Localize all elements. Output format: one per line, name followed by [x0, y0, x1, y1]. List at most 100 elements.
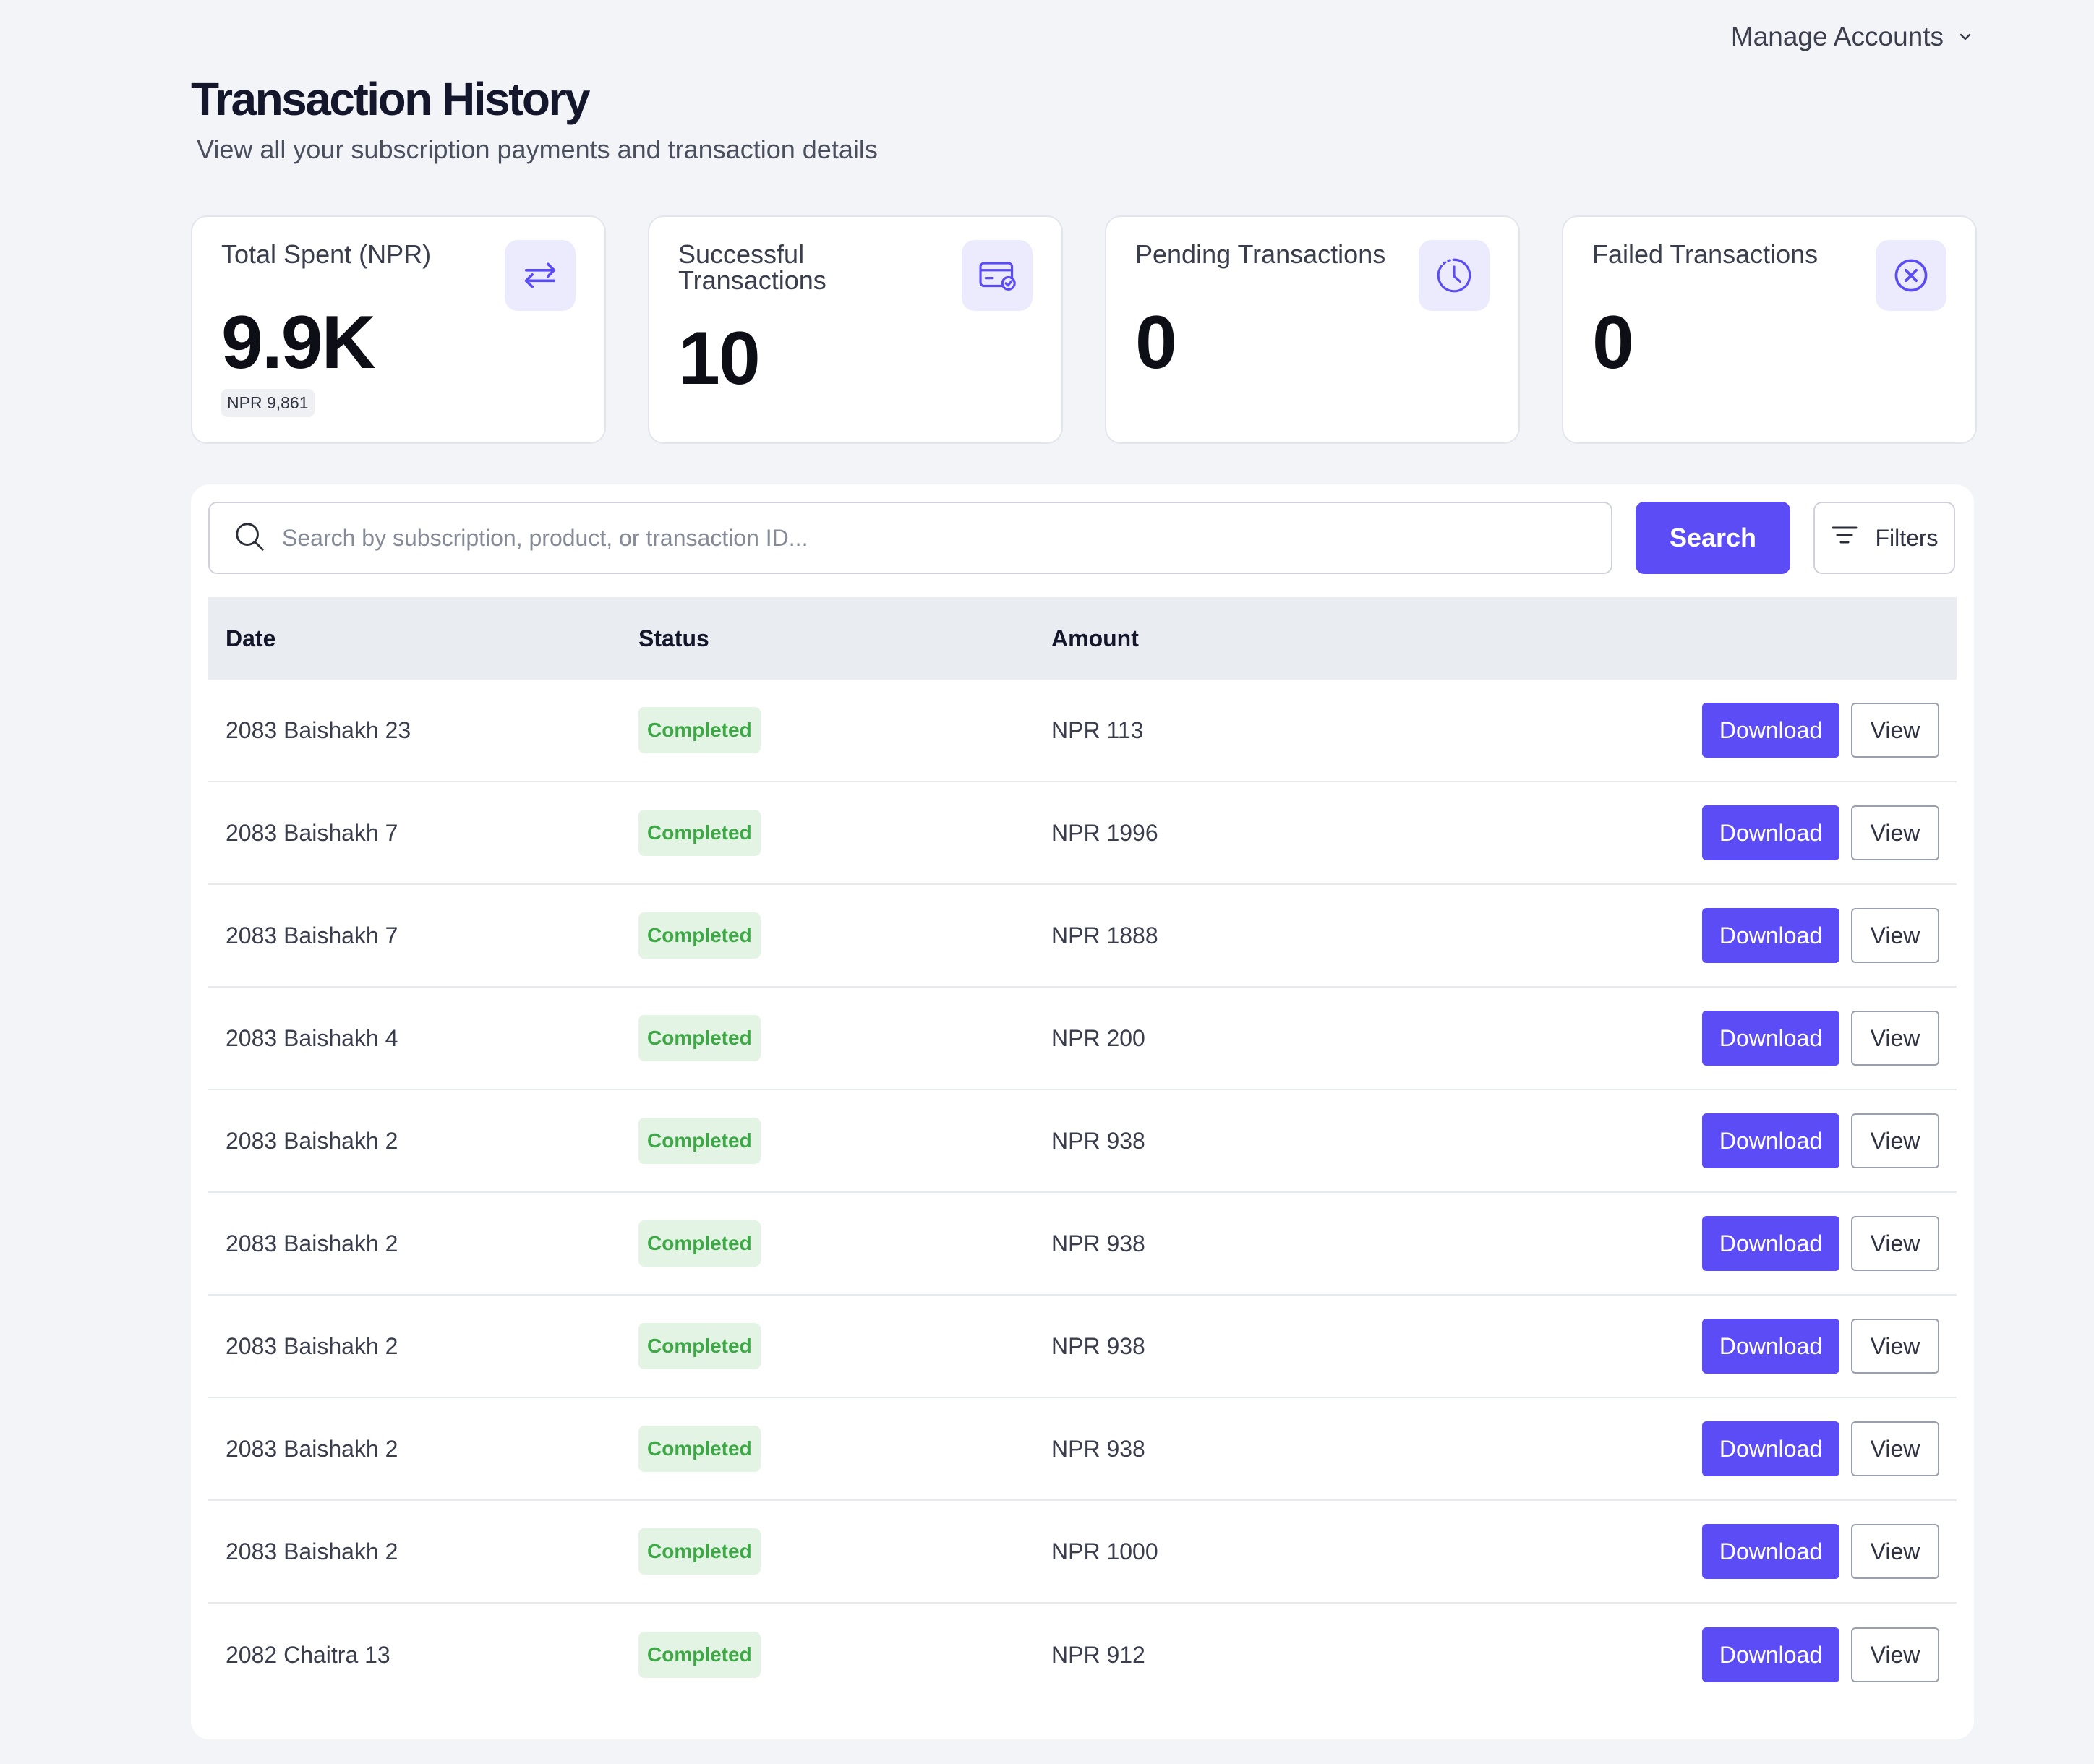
- table-row: 2083 Baishakh 2 Completed NPR 938 Downlo…: [208, 1296, 1957, 1398]
- view-button[interactable]: View: [1851, 805, 1939, 860]
- view-button[interactable]: View: [1851, 703, 1939, 758]
- table-row: 2083 Baishakh 7 Completed NPR 1888 Downl…: [208, 885, 1957, 988]
- row-amount: NPR 200: [1051, 1024, 1145, 1051]
- column-header-status: Status: [638, 625, 709, 651]
- table-row: 2083 Baishakh 2 Completed NPR 1000 Downl…: [208, 1501, 1957, 1604]
- view-button[interactable]: View: [1851, 1421, 1939, 1476]
- download-button[interactable]: Download: [1702, 1319, 1839, 1374]
- row-amount: NPR 113: [1051, 716, 1144, 743]
- row-date: 2083 Baishakh 2: [226, 1230, 398, 1256]
- row-actions: Download View: [1702, 1113, 1939, 1168]
- chevron-down-icon: [1957, 22, 1974, 52]
- table-row: 2083 Baishakh 2 Completed NPR 938 Downlo…: [208, 1398, 1957, 1501]
- table-row: 2083 Baishakh 23 Completed NPR 113 Downl…: [208, 680, 1957, 782]
- row-date: 2083 Baishakh 2: [226, 1332, 398, 1359]
- row-actions: Download View: [1702, 1524, 1939, 1579]
- row-date: 2083 Baishakh 2: [226, 1538, 398, 1564]
- row-date: 2083 Baishakh 4: [226, 1024, 398, 1051]
- x-circle-icon: [1876, 240, 1946, 311]
- download-button[interactable]: Download: [1702, 1216, 1839, 1271]
- row-amount: NPR 1000: [1051, 1538, 1158, 1564]
- row-actions: Download View: [1702, 1421, 1939, 1476]
- row-actions: Download View: [1702, 1627, 1939, 1682]
- download-button[interactable]: Download: [1702, 1627, 1839, 1682]
- view-button[interactable]: View: [1851, 1319, 1939, 1374]
- download-button[interactable]: Download: [1702, 1524, 1839, 1579]
- filters-button[interactable]: Filters: [1813, 502, 1955, 574]
- row-amount: NPR 1996: [1051, 819, 1158, 846]
- row-actions: Download View: [1702, 1011, 1939, 1066]
- row-actions: Download View: [1702, 703, 1939, 758]
- card-check-icon: [962, 240, 1033, 311]
- stat-value: 0: [1592, 301, 1634, 385]
- transactions-panel: Search Filters Date Status Amount 2083 B…: [191, 484, 1974, 1739]
- status-badge: Completed: [638, 912, 761, 959]
- row-amount: NPR 912: [1051, 1641, 1145, 1668]
- transfer-arrows-icon: [505, 240, 576, 311]
- filter-icon: [1830, 521, 1859, 555]
- status-badge: Completed: [638, 1632, 761, 1678]
- manage-accounts-label: Manage Accounts: [1730, 22, 1944, 51]
- page-subtitle: View all your subscription payments and …: [197, 134, 878, 164]
- download-button[interactable]: Download: [1702, 1113, 1839, 1168]
- status-badge: Completed: [638, 1015, 761, 1061]
- manage-accounts-menu[interactable]: Manage Accounts: [1731, 22, 1974, 52]
- stat-label: Pending Transactions: [1135, 239, 1386, 269]
- row-date: 2083 Baishakh 2: [226, 1127, 398, 1154]
- column-header-amount: Amount: [1051, 625, 1139, 651]
- download-button[interactable]: Download: [1702, 908, 1839, 963]
- status-badge: Completed: [638, 810, 761, 856]
- view-button[interactable]: View: [1851, 1113, 1939, 1168]
- table-row: 2083 Baishakh 4 Completed NPR 200 Downlo…: [208, 988, 1957, 1090]
- status-badge: Completed: [638, 1426, 761, 1472]
- search-button[interactable]: Search: [1636, 502, 1790, 574]
- row-amount: NPR 938: [1051, 1230, 1145, 1256]
- page-title: Transaction History: [191, 73, 591, 125]
- status-badge: Completed: [638, 1323, 761, 1369]
- search-input[interactable]: [282, 524, 1584, 552]
- row-date: 2083 Baishakh 23: [226, 716, 411, 743]
- stat-card-total-spent: Total Spent (NPR) 9.9K NPR 9,861: [191, 215, 606, 444]
- row-date: 2083 Baishakh 7: [226, 819, 398, 846]
- download-button[interactable]: Download: [1702, 805, 1839, 860]
- row-amount: NPR 938: [1051, 1127, 1145, 1154]
- stat-card-pending: Pending Transactions 0: [1105, 215, 1520, 444]
- view-button[interactable]: View: [1851, 908, 1939, 963]
- search-bar: Search Filters: [208, 502, 1955, 574]
- stats-row: Total Spent (NPR) 9.9K NPR 9,861 Success…: [191, 215, 1977, 444]
- stat-label: Failed Transactions: [1592, 239, 1819, 269]
- row-amount: NPR 938: [1051, 1435, 1145, 1462]
- stat-label: Successful Transactions: [678, 239, 826, 295]
- view-button[interactable]: View: [1851, 1524, 1939, 1579]
- table-row: 2083 Baishakh 2 Completed NPR 938 Downlo…: [208, 1193, 1957, 1296]
- row-amount: NPR 938: [1051, 1332, 1145, 1359]
- stat-card-successful: Successful Transactions 10: [648, 215, 1063, 444]
- view-button[interactable]: View: [1851, 1216, 1939, 1271]
- view-button[interactable]: View: [1851, 1627, 1939, 1682]
- row-date: 2083 Baishakh 2: [226, 1435, 398, 1462]
- stat-value: 10: [678, 317, 761, 401]
- search-field[interactable]: [208, 502, 1612, 574]
- table-row: 2082 Chaitra 13 Completed NPR 912 Downlo…: [208, 1604, 1957, 1706]
- download-button[interactable]: Download: [1702, 703, 1839, 758]
- row-amount: NPR 1888: [1051, 922, 1158, 949]
- column-header-date: Date: [226, 625, 276, 651]
- status-badge: Completed: [638, 707, 761, 753]
- table-row: 2083 Baishakh 7 Completed NPR 1996 Downl…: [208, 782, 1957, 885]
- stat-sub-value: NPR 9,861: [221, 389, 315, 417]
- transactions-table: Date Status Amount 2083 Baishakh 23 Comp…: [208, 597, 1957, 1706]
- download-button[interactable]: Download: [1702, 1011, 1839, 1066]
- row-actions: Download View: [1702, 1216, 1939, 1271]
- status-badge: Completed: [638, 1220, 761, 1267]
- download-button[interactable]: Download: [1702, 1421, 1839, 1476]
- view-button[interactable]: View: [1851, 1011, 1939, 1066]
- stat-label: Total Spent (NPR): [221, 239, 432, 269]
- stat-value: 0: [1135, 301, 1177, 385]
- status-badge: Completed: [638, 1118, 761, 1164]
- status-badge: Completed: [638, 1528, 761, 1575]
- table-header: Date Status Amount: [208, 597, 1957, 680]
- row-actions: Download View: [1702, 908, 1939, 963]
- row-date: 2083 Baishakh 7: [226, 922, 398, 949]
- row-actions: Download View: [1702, 805, 1939, 860]
- clock-icon: [1419, 240, 1490, 311]
